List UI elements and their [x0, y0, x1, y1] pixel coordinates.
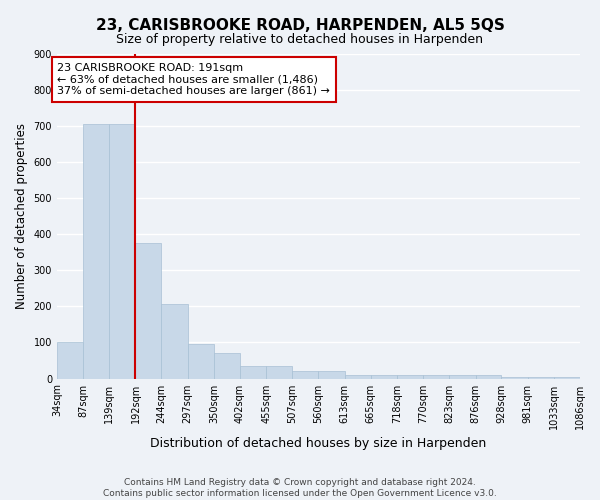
Text: 23, CARISBROOKE ROAD, HARPENDEN, AL5 5QS: 23, CARISBROOKE ROAD, HARPENDEN, AL5 5QS	[95, 18, 505, 32]
Bar	[136, 244, 161, 378]
Text: Size of property relative to detached houses in Harpenden: Size of property relative to detached ho…	[116, 32, 484, 46]
Text: Contains HM Land Registry data © Crown copyright and database right 2024.
Contai: Contains HM Land Registry data © Crown c…	[103, 478, 497, 498]
Bar	[266, 366, 292, 378]
Bar	[83, 124, 109, 378]
Bar	[292, 370, 319, 378]
Bar	[161, 304, 188, 378]
Bar	[214, 352, 240, 378]
Bar	[476, 375, 502, 378]
Bar	[57, 342, 83, 378]
Bar	[397, 375, 423, 378]
Text: 23 CARISBROOKE ROAD: 191sqm
← 63% of detached houses are smaller (1,486)
37% of : 23 CARISBROOKE ROAD: 191sqm ← 63% of det…	[58, 63, 330, 96]
Bar	[423, 375, 449, 378]
Bar	[319, 370, 345, 378]
Y-axis label: Number of detached properties: Number of detached properties	[15, 124, 28, 310]
Bar	[371, 375, 397, 378]
Bar	[449, 375, 476, 378]
X-axis label: Distribution of detached houses by size in Harpenden: Distribution of detached houses by size …	[151, 437, 487, 450]
Bar	[240, 366, 266, 378]
Bar	[345, 375, 371, 378]
Bar	[109, 124, 136, 378]
Bar	[188, 344, 214, 378]
